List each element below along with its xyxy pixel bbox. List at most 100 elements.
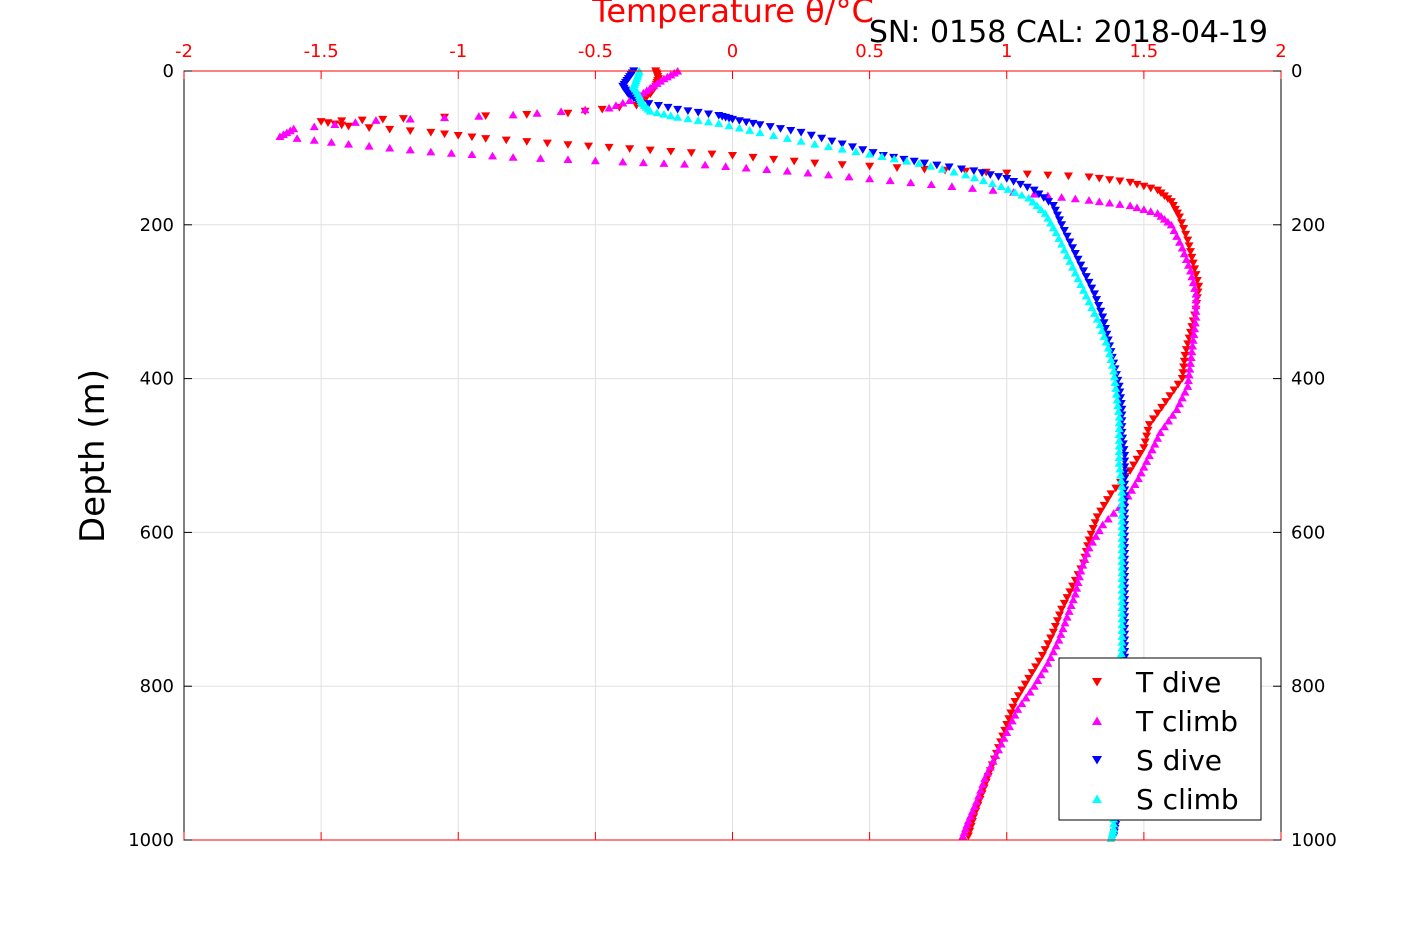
data-point — [837, 145, 847, 153]
data-point — [1191, 295, 1201, 304]
data-point — [378, 115, 388, 124]
data-point — [728, 151, 737, 160]
data-point — [734, 117, 744, 125]
data-point — [1136, 468, 1146, 477]
data-point — [1185, 266, 1195, 275]
data-point — [1191, 289, 1201, 298]
data-point — [1190, 324, 1200, 333]
data-point — [350, 118, 360, 126]
data-point — [309, 136, 319, 144]
data-point — [680, 159, 690, 168]
data-point — [748, 119, 758, 128]
data-point — [969, 167, 979, 176]
data-point — [1114, 407, 1124, 415]
data-point — [837, 140, 847, 149]
data-point — [914, 159, 924, 167]
data-point — [1103, 514, 1113, 523]
data-point — [1132, 180, 1142, 189]
legend-marker — [1092, 756, 1102, 765]
data-point — [618, 98, 628, 107]
data-point — [645, 146, 655, 155]
data-point — [1168, 201, 1178, 210]
data-point — [1094, 301, 1104, 310]
data-point — [1166, 198, 1176, 206]
data-point — [1017, 699, 1027, 708]
data-point — [1029, 186, 1039, 195]
data-point — [1189, 330, 1199, 338]
data-point — [1188, 259, 1198, 268]
data-point — [1062, 594, 1072, 602]
data-point — [1181, 255, 1191, 264]
data-point — [1179, 249, 1189, 258]
data-point — [1140, 438, 1150, 447]
data-point — [1114, 436, 1124, 444]
data-point — [1088, 524, 1098, 533]
data-point — [1111, 484, 1121, 493]
data-point — [1188, 341, 1198, 350]
data-point — [1190, 318, 1200, 327]
data-point — [1090, 290, 1100, 299]
data-point — [1132, 455, 1142, 464]
legend-label: S dive — [1136, 744, 1222, 777]
data-point — [693, 116, 703, 124]
data-point — [1142, 432, 1152, 441]
data-point — [1164, 416, 1174, 425]
data-point — [357, 116, 367, 125]
data-point — [522, 111, 532, 119]
data-point — [769, 155, 779, 164]
data-point — [1062, 612, 1072, 621]
data-point — [398, 115, 408, 123]
data-point — [714, 119, 724, 127]
data-point — [865, 162, 875, 171]
data-point — [978, 780, 988, 788]
data-point — [1054, 234, 1064, 242]
data-point — [1117, 597, 1127, 606]
data-point — [926, 180, 936, 189]
data-point — [1081, 273, 1091, 281]
data-point — [1025, 687, 1035, 696]
data-point — [1076, 261, 1086, 270]
data-point — [1117, 522, 1127, 531]
serial-annotation: SN: 0158 CAL: 2018-04-19 — [869, 15, 1268, 50]
data-point — [1183, 261, 1193, 269]
data-point — [1064, 607, 1074, 615]
data-point — [1117, 620, 1127, 629]
data-point — [1139, 444, 1149, 452]
data-point — [1084, 543, 1094, 552]
data-point — [1052, 617, 1062, 625]
data-point — [1105, 349, 1115, 358]
data-point — [1086, 530, 1096, 539]
data-point — [1002, 728, 1012, 736]
data-point — [987, 179, 997, 188]
data-point — [1107, 361, 1117, 369]
data-point — [1065, 257, 1075, 265]
data-point — [1084, 536, 1094, 545]
data-point — [644, 100, 654, 108]
data-point — [1027, 669, 1037, 677]
data-point — [1090, 519, 1100, 527]
data-point — [796, 137, 806, 145]
data-point — [994, 745, 1004, 754]
data-point — [625, 96, 635, 105]
data-point — [611, 101, 621, 110]
data-point — [1033, 676, 1043, 685]
data-point — [806, 131, 816, 140]
series-s-dive — [618, 67, 1130, 841]
data-point — [803, 168, 813, 177]
data-point — [899, 155, 909, 164]
data-point — [1116, 476, 1126, 485]
data-point — [1117, 626, 1127, 635]
y-tick-label-left: 0 — [163, 61, 174, 82]
data-point — [967, 184, 977, 192]
data-point — [1013, 705, 1023, 713]
data-point — [1117, 551, 1127, 560]
data-point — [364, 124, 374, 132]
data-point — [1080, 555, 1090, 563]
data-point — [947, 182, 957, 190]
data-point — [1084, 297, 1094, 306]
y-tick-label-left: 400 — [140, 369, 174, 390]
data-point — [1169, 386, 1179, 395]
data-point — [1111, 384, 1121, 392]
data-point — [1002, 169, 1012, 178]
